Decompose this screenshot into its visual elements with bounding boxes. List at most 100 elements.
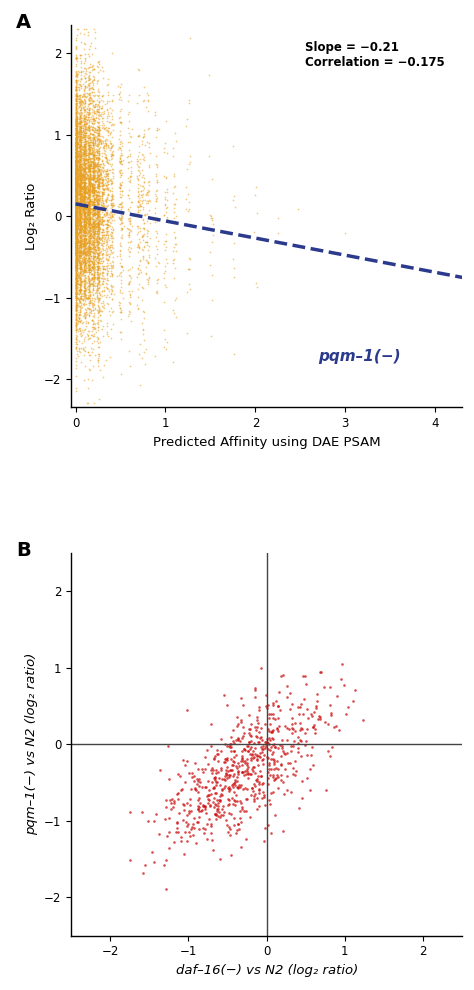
Point [94,126,102,142]
Point [89,195,96,211]
Point [82,194,90,210]
Point [82,199,90,215]
Point [126,296,134,312]
Point [80,249,88,265]
Point [73,172,81,188]
Point [72,72,79,88]
Point [72,246,79,261]
Point [82,148,90,163]
Point [82,111,90,127]
Point [73,179,80,195]
Point [73,164,80,180]
Point [94,170,101,186]
Point [75,252,83,268]
Point [85,235,92,250]
Point [80,156,87,172]
Point [94,178,101,194]
Point [76,183,84,199]
Point [72,153,79,169]
Point [267,750,275,766]
Point [72,189,79,205]
Point [81,239,89,254]
Point [270,731,277,746]
Point [75,127,82,143]
Point [143,237,150,252]
Point [233,773,240,789]
Point [79,262,86,278]
Point [72,239,79,254]
Point [76,226,83,242]
Point [108,267,116,283]
Point [73,283,80,299]
Point [208,212,215,228]
Point [245,770,252,786]
Point [73,199,80,215]
Point [72,263,79,279]
Point [97,230,105,246]
Point [90,148,97,163]
Point [73,245,80,260]
Point [72,206,79,222]
Point [72,39,79,54]
Point [88,219,96,235]
Point [86,242,94,257]
Point [226,828,233,843]
Point [82,231,89,247]
Point [85,170,92,186]
Point [307,707,314,723]
Point [82,127,90,143]
Point [72,238,79,253]
Point [78,247,85,262]
Point [76,323,83,339]
Point [72,269,79,285]
Point [255,774,263,790]
Point [73,292,80,308]
Point [72,216,79,232]
Point [72,66,79,82]
Point [109,122,117,138]
Point [73,238,81,253]
Point [77,47,84,62]
Point [108,183,115,199]
Point [77,217,85,233]
Point [251,682,258,698]
Point [73,175,80,191]
Point [116,86,123,102]
Point [207,244,214,259]
Point [252,728,260,743]
Point [78,179,85,195]
Point [84,223,91,239]
Point [92,226,100,242]
Point [73,246,80,261]
Point [81,276,88,292]
Point [95,120,103,136]
Point [73,171,81,187]
Point [72,134,80,149]
Point [77,59,85,75]
Point [82,204,90,220]
Point [78,226,86,242]
Point [94,197,101,213]
Point [89,197,96,213]
Point [287,738,295,753]
Point [84,186,91,202]
Point [93,128,101,144]
Point [142,355,149,371]
Point [194,801,202,817]
Point [242,791,250,807]
Point [86,165,94,181]
Point [103,265,111,281]
Point [84,204,92,220]
Point [92,190,100,206]
Point [75,233,82,248]
Point [93,271,100,287]
Point [72,186,80,202]
Point [291,767,299,783]
Point [100,213,108,229]
Point [90,207,98,223]
Point [94,176,102,192]
Point [96,171,104,187]
Point [82,256,89,272]
Point [72,214,80,230]
Point [86,275,93,291]
